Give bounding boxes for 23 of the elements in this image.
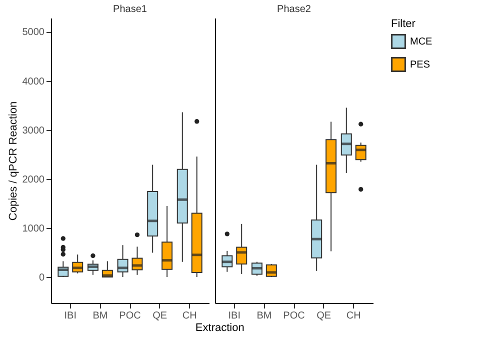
x-tick-label: QE <box>316 310 332 322</box>
y-tick-label: 0 <box>38 272 45 284</box>
x-axis-title: Extraction <box>195 322 244 334</box>
chart-title: Phase1 <box>113 4 148 15</box>
x-tick-label: CH <box>346 310 361 322</box>
y-tick-label: 4000 <box>22 76 45 88</box>
y-tick-label: 2000 <box>22 174 45 186</box>
y-tick-label: 3000 <box>22 125 45 136</box>
x-tick-label: POC <box>283 310 305 322</box>
x-tick-label: POC <box>119 310 141 322</box>
chart-title: Phase2 <box>277 4 312 15</box>
x-tick-label: QE <box>152 310 168 322</box>
x-tick-label: BM <box>92 310 108 322</box>
x-tick-label: CH <box>182 310 197 322</box>
x-tick-label: IBI <box>228 310 240 322</box>
legend-label: PES <box>410 60 430 70</box>
legend-label: MCE <box>410 36 433 48</box>
x-tick-label: BM <box>256 310 272 322</box>
y-tick-label: 5000 <box>22 27 45 38</box>
x-tick-label: IBI <box>64 310 76 322</box>
legend-title: Filter <box>391 18 416 30</box>
y-axis-title: Copies / qPCR Reaction <box>7 101 20 221</box>
y-tick-label: 1000 <box>22 223 45 234</box>
